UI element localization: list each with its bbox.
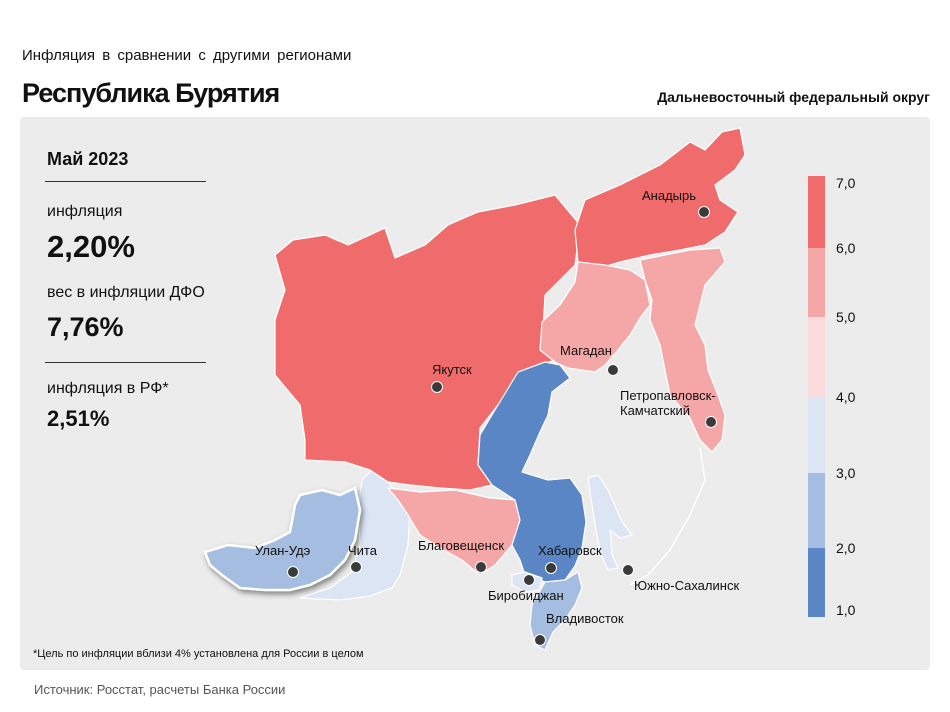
- legend-tick-label: 7,0: [836, 175, 856, 191]
- kuril-islands: [629, 447, 706, 586]
- rf-inflation-label: инфляция в РФ*: [47, 380, 169, 397]
- legend-color-segment: [808, 248, 825, 317]
- city-label-blagoveshchensk: Благовещенск: [418, 538, 504, 553]
- city-marker-blagoveshchensk: [475, 561, 487, 573]
- legend-color-segment: [808, 317, 825, 397]
- legend-tick-label: 5,0: [836, 309, 856, 325]
- city-marker-birobidzhan: [523, 574, 535, 586]
- legend-color-segment: [808, 397, 825, 473]
- divider: [45, 181, 206, 182]
- city-marker-ulan-ude: [287, 566, 299, 578]
- city-marker-yakutsk: [431, 381, 443, 393]
- city-label-yuzhno-sakhalinsk: Южно-Сахалинск: [634, 578, 739, 593]
- city-marker-khabarovsk: [545, 562, 557, 574]
- weight-label: вес в инфляции ДФО: [47, 284, 205, 301]
- legend-color-scale: [808, 176, 825, 617]
- city-label-yakutsk: Якутск: [432, 362, 472, 377]
- region-amur: [387, 487, 521, 576]
- city-label-vladivostok: Владивосток: [546, 611, 624, 626]
- city-marker-yuzhno-sakhalinsk: [622, 564, 634, 576]
- period-label: Май 2023: [47, 149, 129, 169]
- region-chukotka: [574, 127, 746, 269]
- region-sakhalin: [587, 474, 633, 571]
- legend-tick-label: 2,0: [836, 540, 856, 556]
- city-marker-anadyr: [698, 206, 710, 218]
- region-primorye: [529, 571, 583, 651]
- city-label-birobidzhan: Биробиджан: [488, 588, 564, 603]
- city-label-anadyr: Анадырь: [642, 188, 696, 203]
- region-kamchatka: [639, 247, 726, 453]
- divider: [45, 362, 206, 363]
- weight-value: 7,76%: [47, 312, 124, 342]
- legend-tick-label: 4,0: [836, 389, 856, 405]
- region-buryatia: [203, 486, 362, 592]
- city-label-chita: Чита: [348, 543, 378, 558]
- city-label-khabarovsk: Хабаровск: [538, 543, 602, 558]
- district-label: Дальневосточный федеральный округ: [657, 89, 930, 105]
- city-label-ulan-ude: Улан-Удэ: [255, 543, 311, 558]
- city-label-petropavlovsk: Петропавловск-: [620, 388, 716, 403]
- legend-tick-label: 1,0: [836, 602, 856, 618]
- city-marker-chita: [350, 561, 362, 573]
- rf-inflation-value: 2,51%: [47, 406, 110, 431]
- legend-color-segment: [808, 548, 825, 617]
- city-label-magadan: Магадан: [560, 343, 612, 358]
- footnote: *Цель по инфляции вблизи 4% установлена …: [33, 648, 364, 660]
- page-title: Республика Бурятия: [22, 78, 280, 108]
- city-marker-petropavlovsk: [705, 416, 717, 428]
- source-note: Источник: Росстат, расчеты Банка России: [34, 682, 286, 697]
- city-label-kamchatsky: Камчатский: [620, 403, 690, 418]
- chart-subtitle: Инфляция в сравнении с другими регионами: [22, 47, 352, 64]
- legend-color-segment: [808, 473, 825, 548]
- city-marker-magadan: [607, 364, 619, 376]
- inflation-value: 2,20%: [47, 229, 135, 264]
- legend-tick-label: 6,0: [836, 240, 856, 256]
- region-zabaykalsky: [299, 469, 411, 601]
- region-khabarovsk: [477, 361, 587, 583]
- legend-tick-label: 3,0: [836, 465, 856, 481]
- inflation-label: инфляция: [47, 203, 123, 220]
- city-marker-vladivostok: [534, 634, 546, 646]
- legend-color-segment: [808, 176, 825, 248]
- region-magadan: [539, 261, 651, 373]
